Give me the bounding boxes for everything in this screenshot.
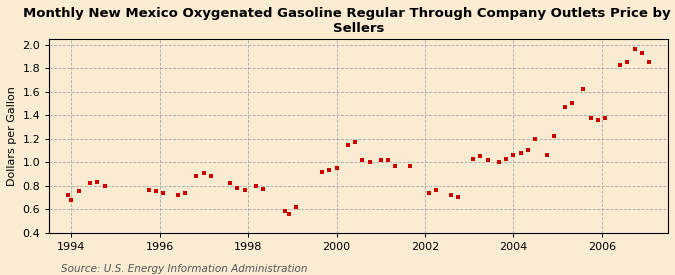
Point <box>99 183 110 188</box>
Point <box>284 211 294 216</box>
Point <box>508 153 519 157</box>
Text: Source: U.S. Energy Information Administration: Source: U.S. Energy Information Administ… <box>61 264 307 274</box>
Point <box>342 142 353 147</box>
Point <box>493 160 504 164</box>
Point <box>467 156 478 161</box>
Point <box>224 181 235 185</box>
Point <box>66 197 77 202</box>
Point <box>331 166 342 170</box>
Point <box>357 158 368 162</box>
Point <box>350 140 360 144</box>
Point <box>290 205 301 209</box>
Point <box>446 193 456 197</box>
Point <box>191 174 202 178</box>
Point <box>475 154 485 158</box>
Point <box>585 115 596 120</box>
Point <box>180 190 191 195</box>
Point <box>250 183 261 188</box>
Point <box>92 180 103 184</box>
Point <box>453 195 464 200</box>
Point <box>74 189 84 194</box>
Point <box>500 156 511 161</box>
Point <box>522 148 533 153</box>
Point <box>431 188 441 192</box>
Y-axis label: Dollars per Gallon: Dollars per Gallon <box>7 86 17 186</box>
Point <box>483 158 493 162</box>
Point <box>198 170 209 175</box>
Point <box>549 134 560 139</box>
Point <box>84 181 95 185</box>
Point <box>615 62 626 67</box>
Point <box>317 169 327 174</box>
Point <box>173 193 184 197</box>
Point <box>364 160 375 164</box>
Point <box>375 158 386 162</box>
Point <box>578 87 589 92</box>
Point <box>143 188 154 192</box>
Point <box>63 193 74 197</box>
Point <box>232 186 242 190</box>
Point <box>151 189 161 194</box>
Point <box>323 168 334 172</box>
Point <box>279 209 290 214</box>
Title: Monthly New Mexico Oxygenated Gasoline Regular Through Company Outlets Price by : Monthly New Mexico Oxygenated Gasoline R… <box>23 7 675 35</box>
Point <box>158 190 169 195</box>
Point <box>257 187 268 191</box>
Point <box>206 174 217 178</box>
Point <box>637 51 648 55</box>
Point <box>593 118 603 122</box>
Point <box>516 150 526 155</box>
Point <box>530 136 541 141</box>
Point <box>644 60 655 65</box>
Point <box>405 163 416 168</box>
Point <box>390 163 401 168</box>
Point <box>383 158 394 162</box>
Point <box>239 188 250 192</box>
Point <box>630 47 641 52</box>
Point <box>423 190 434 195</box>
Point <box>541 153 552 157</box>
Point <box>567 101 578 106</box>
Point <box>622 60 632 65</box>
Point <box>560 105 570 109</box>
Point <box>600 115 611 120</box>
